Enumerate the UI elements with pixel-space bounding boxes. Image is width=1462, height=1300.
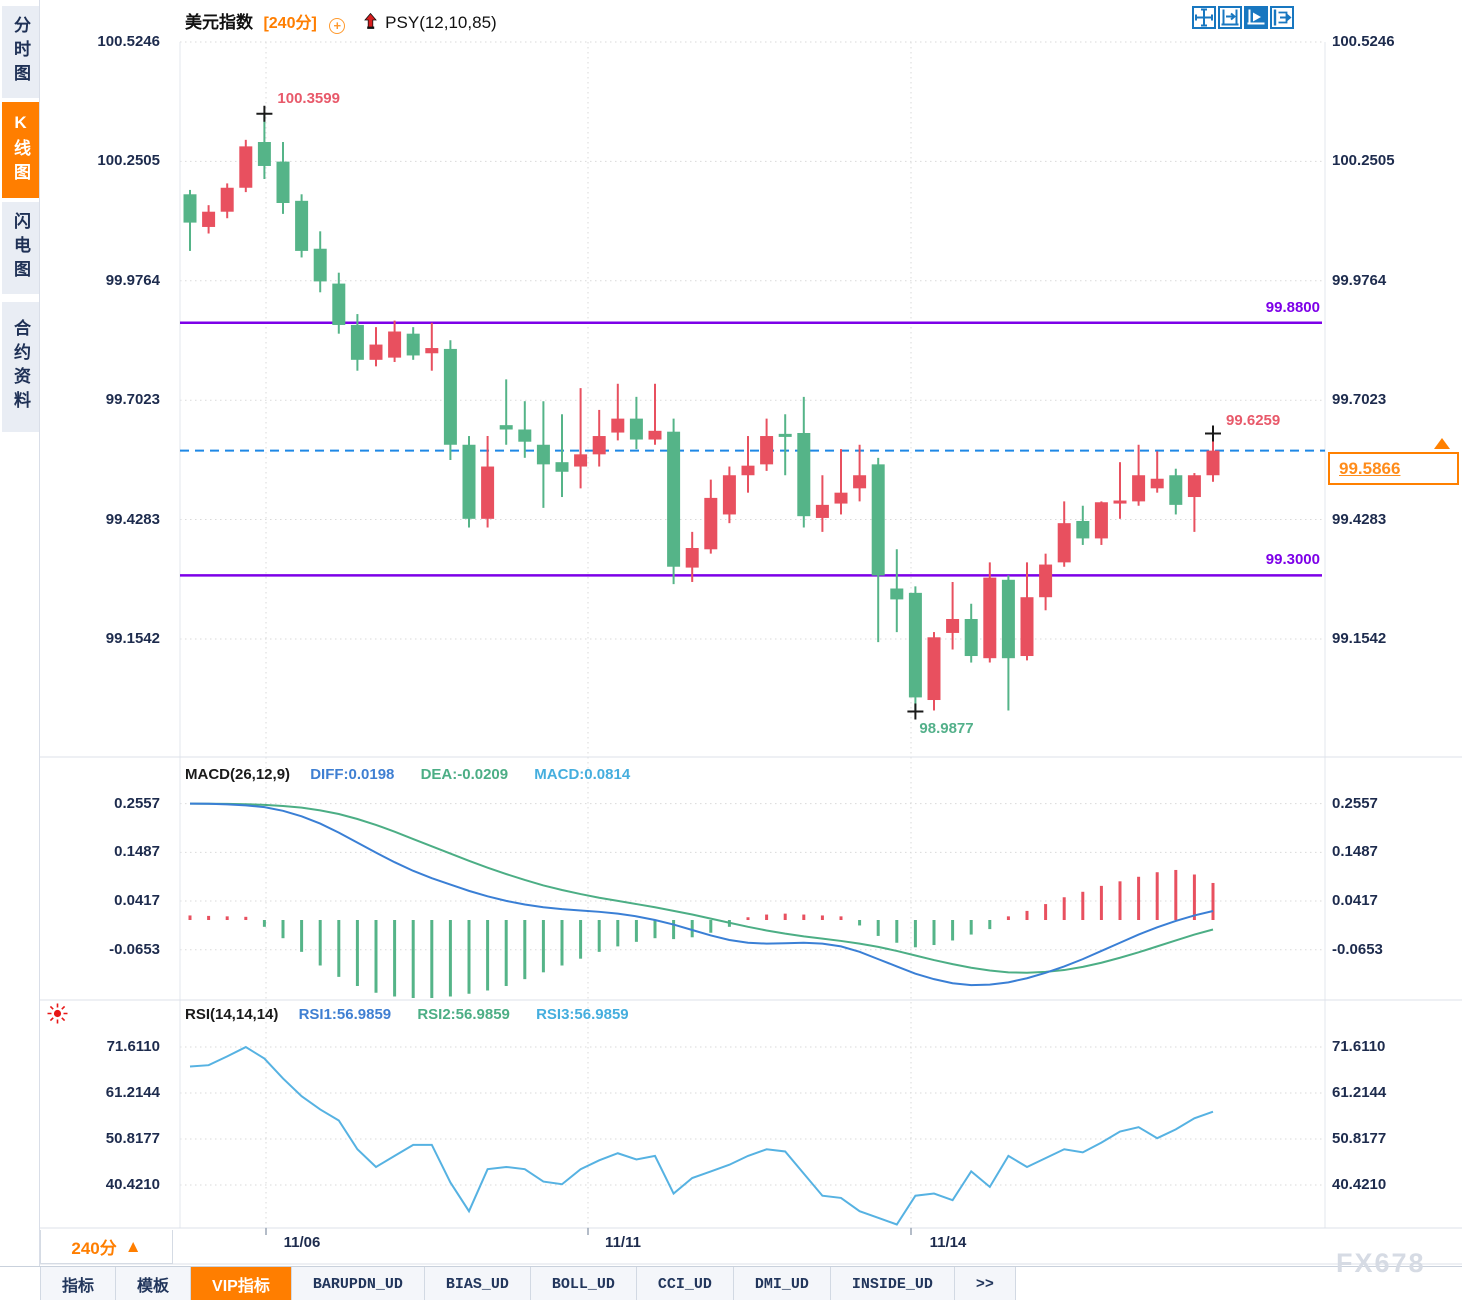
macd-header: MACD(26,12,9) DIFF:0.0198 DEA:-0.0209 MA… (185, 766, 630, 783)
sidebar-tab-3[interactable]: 闪电图 (2, 202, 39, 294)
bottom-tab-2[interactable]: 模板 (116, 1267, 192, 1300)
rsi-title: RSI(14,14,14) (185, 1006, 279, 1023)
macd-title: MACD(26,12,9) (185, 766, 291, 783)
period-label[interactable]: [240分] (263, 15, 317, 32)
macd-diff-value: DIFF:0.0198 (310, 766, 395, 783)
sidebar: 分时图 K线图闪电图合约资料 (0, 0, 40, 1266)
macd-value: MACD:0.0814 (534, 766, 631, 783)
overlay-indicator-label: PSY(12,10,85) (385, 13, 497, 32)
bottom-tab-10[interactable]: >> (954, 1267, 1016, 1300)
bottom-tab-6[interactable]: BOLL_UD (530, 1267, 637, 1300)
rsi-header: RSI(14,14,14) RSI1:56.9859 RSI2:56.9859 … (185, 1006, 629, 1023)
psy-arrow-icon (363, 12, 377, 35)
watermark: FX678 (1336, 1248, 1426, 1278)
rsi3-value: RSI3:56.9859 (536, 1006, 629, 1023)
sidebar-tab-1[interactable]: 分时图 (2, 6, 39, 98)
bottom-tab-4[interactable]: BARUPDN_UD (291, 1267, 425, 1300)
bottom-tab-1[interactable]: 指标 (40, 1267, 117, 1300)
chart-playback-icon[interactable] (1244, 6, 1268, 29)
add-indicator-icon[interactable]: + (329, 18, 346, 34)
rsi1-value: RSI1:56.9859 (298, 1006, 392, 1023)
crosshair-move-icon[interactable] (1192, 6, 1216, 29)
sun-icon[interactable] (46, 1002, 69, 1030)
chart-toolbar (1192, 6, 1294, 29)
timeframe-selector[interactable]: 240分 ▲ (40, 1230, 173, 1264)
rsi2-value: RSI2:56.9859 (417, 1006, 510, 1023)
bottom-tab-3[interactable]: VIP指标 (191, 1267, 292, 1300)
price-up-arrow-icon (1434, 438, 1450, 449)
sidebar-tab-4[interactable]: 合约资料 (2, 302, 39, 432)
bottom-tab-5[interactable]: BIAS_UD (424, 1267, 531, 1300)
bottom-tab-9[interactable]: INSIDE_UD (830, 1267, 955, 1300)
chevron-up-icon: ▲ (124, 1236, 142, 1256)
pan-right-icon[interactable] (1270, 6, 1294, 29)
bottom-tab-7[interactable]: CCI_UD (636, 1267, 734, 1300)
chart-header: 美元指数 [240分] + PSY(12,10,85) (185, 8, 497, 35)
current-price-tag: 99.5866 (1328, 452, 1459, 485)
indicator-tab-bar: 指标 模板 VIP指标 BARUPDN_UD BIAS_UD BOLL_UD CCI_UD D… (0, 1266, 1462, 1300)
axis-scale-icon[interactable] (1218, 6, 1242, 29)
sidebar-tab-2[interactable]: K线图 (2, 102, 39, 198)
bottom-tab-8[interactable]: DMI_UD (733, 1267, 831, 1300)
symbol-title: 美元指数 (185, 13, 253, 32)
timeframe-label: 240分 (71, 1239, 117, 1258)
macd-dea-value: DEA:-0.0209 (420, 766, 509, 783)
